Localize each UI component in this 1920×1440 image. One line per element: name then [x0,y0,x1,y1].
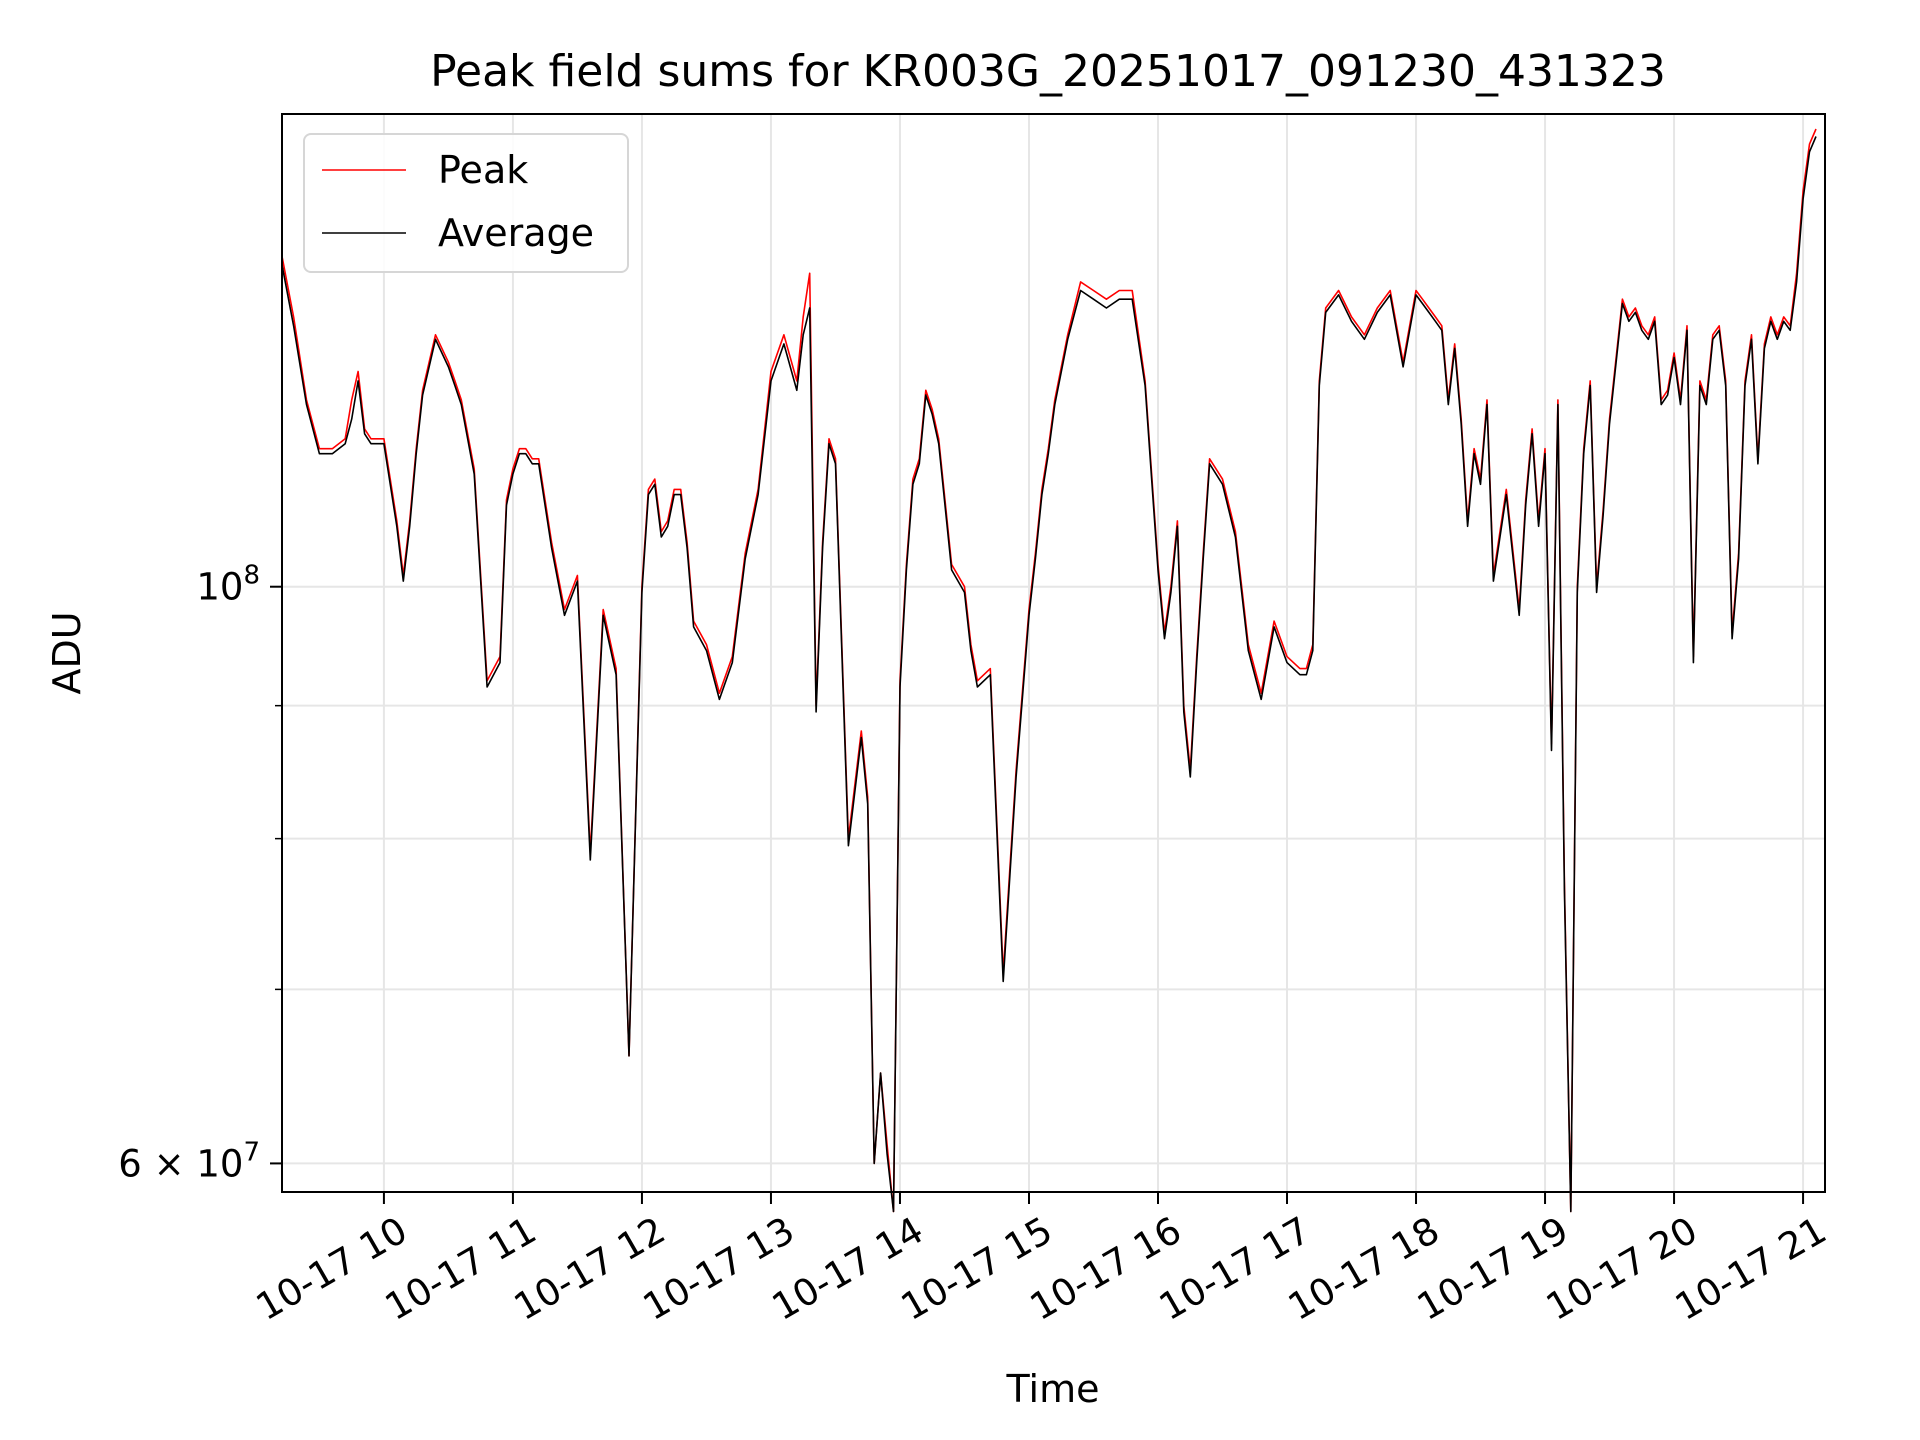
y-axis-ticks: 108 6 × 107 [118,561,282,1185]
grid-lines [282,114,1825,1192]
plot-area-frame [281,113,1826,1193]
series-line-peak [281,128,1817,1213]
legend-label-average: Average [438,211,594,255]
plot-series [281,128,1817,1213]
y-tick-label: 108 [196,561,260,609]
y-axis-label: ADU [45,611,89,694]
y-tick-label: 6 × 107 [118,1137,260,1185]
legend-box [303,133,629,273]
x-axis-label: Time [1006,1367,1100,1411]
legend-label-peak: Peak [438,148,528,192]
series-line-average [281,136,1817,1213]
chart-title: Peak field sums for KR003G_20251017_0912… [430,46,1666,97]
legend: Peak Average [303,133,629,273]
